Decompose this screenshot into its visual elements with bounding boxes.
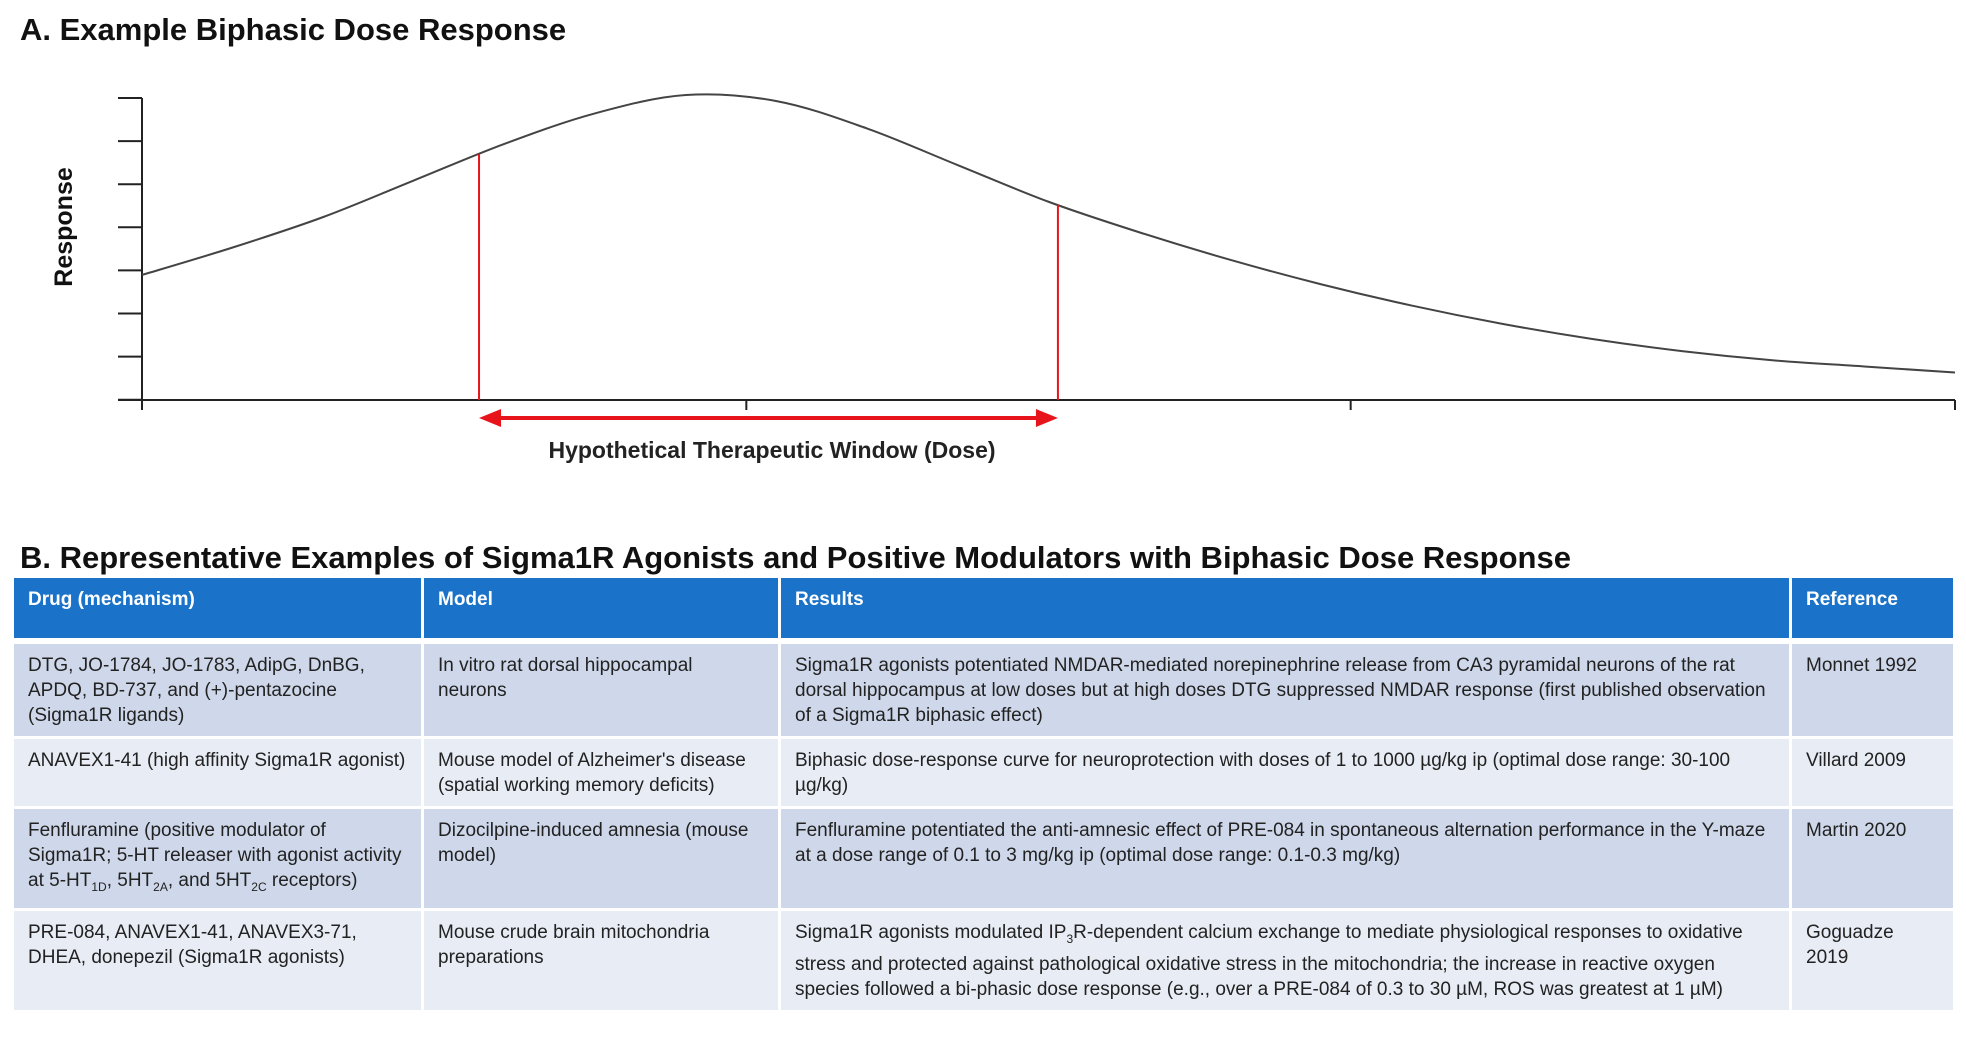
window-arrow-right-head <box>1035 409 1058 427</box>
header-reference: Reference <box>1792 578 1953 638</box>
window-arrow-left-head <box>479 409 502 427</box>
cell-model: Mouse model of Alzheimer's disease (spat… <box>424 739 781 809</box>
cell-reference: Monnet 1992 <box>1792 644 1953 739</box>
table-row: PRE-084, ANAVEX1-41, ANAVEX3-71, DHEA, d… <box>14 910 1953 1013</box>
cell-results: Sigma1R agonists modulated IP3R-dependen… <box>781 910 1792 1013</box>
cell-reference: Villard 2009 <box>1792 739 1953 809</box>
table-row: DTG, JO-1784, JO-1783, AdipG, DnBG, APDQ… <box>14 644 1953 739</box>
cell-model: Dizocilpine-induced amnesia (mouse model… <box>424 809 781 911</box>
table-row: ANAVEX1-41 (high affinity Sigma1R agonis… <box>14 739 1953 809</box>
cell-drug: Fenfluramine (positive modulator of Sigm… <box>14 809 424 911</box>
cell-model: In vitro rat dorsal hippocampal neurons <box>424 644 781 739</box>
y-axis-label: Response <box>50 167 78 287</box>
cell-drug: ANAVEX1-41 (high affinity Sigma1R agonis… <box>14 739 424 809</box>
cell-drug: DTG, JO-1784, JO-1783, AdipG, DnBG, APDQ… <box>14 644 424 739</box>
cell-results: Sigma1R agonists potentiated NMDAR-media… <box>781 644 1792 739</box>
cell-results: Biphasic dose-response curve for neuropr… <box>781 739 1792 809</box>
sigma1r-agonists-table: Drug (mechanism) Model Results Reference… <box>14 578 1953 1013</box>
therapeutic-window-bounds <box>478 154 1059 400</box>
cell-results: Fenfluramine potentiated the anti-amnesi… <box>781 809 1792 911</box>
header-drug: Drug (mechanism) <box>14 578 424 638</box>
therapeutic-window-arrow <box>479 409 1058 427</box>
table-row: Fenfluramine (positive modulator of Sigm… <box>14 809 1953 911</box>
header-model: Model <box>424 578 781 638</box>
cell-model: Mouse crude brain mitochondria preparati… <box>424 910 781 1013</box>
y-axis <box>118 97 143 401</box>
dose-response-curve <box>141 93 1956 374</box>
therapeutic-window-label: Hypothetical Therapeutic Window (Dose) <box>548 437 995 463</box>
cell-reference: Martin 2020 <box>1792 809 1953 911</box>
panel-a-title: A. Example Biphasic Dose Response <box>20 12 567 47</box>
cell-drug: PRE-084, ANAVEX1-41, ANAVEX3-71, DHEA, d… <box>14 910 424 1013</box>
table-header-row: Drug (mechanism) Model Results Reference <box>14 578 1953 638</box>
biphasic-dose-response-chart: Response Hypothetical Therapeutic Window… <box>50 93 1956 463</box>
cell-reference: Goguadze 2019 <box>1792 910 1953 1013</box>
x-axis <box>118 399 1956 410</box>
panel-b-title: B. Representative Examples of Sigma1R Ag… <box>20 540 1571 575</box>
header-results: Results <box>781 578 1792 638</box>
